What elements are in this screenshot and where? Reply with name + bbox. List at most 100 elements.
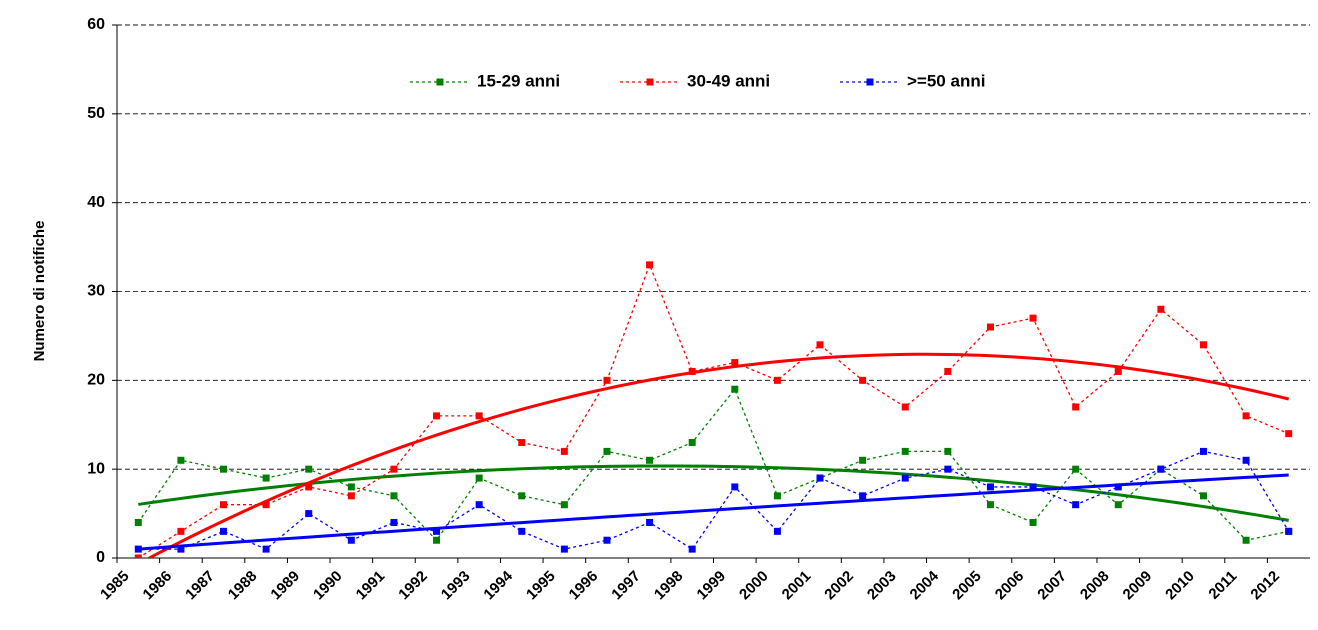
point <box>1199 447 1207 455</box>
point <box>390 492 398 500</box>
point <box>773 492 781 500</box>
point <box>262 501 270 509</box>
point <box>560 545 568 553</box>
trend-line <box>138 464 1289 522</box>
plot <box>134 261 1293 558</box>
point <box>1242 412 1250 420</box>
x-tick-label: 1996 <box>566 568 602 604</box>
point <box>944 367 952 375</box>
point <box>773 527 781 535</box>
x-tick-label: 1998 <box>651 568 687 604</box>
point <box>134 545 142 553</box>
point <box>603 447 611 455</box>
x-tick-label: 2006 <box>992 568 1028 604</box>
point <box>816 341 824 349</box>
x-tick-label: 1999 <box>694 568 730 604</box>
legend-label: 30-49 anni <box>687 71 770 90</box>
y-tick-label: 0 <box>96 549 105 566</box>
point <box>688 367 696 375</box>
y-tick-label: 20 <box>87 372 105 389</box>
point <box>177 456 185 464</box>
point <box>177 545 185 553</box>
point <box>433 527 441 535</box>
point <box>646 456 654 464</box>
x-tick-label: 2009 <box>1120 568 1156 604</box>
point <box>603 536 611 544</box>
y-tick-label: 60 <box>87 16 105 33</box>
point <box>560 447 568 455</box>
legend-label: >=50 anni <box>907 71 985 90</box>
point <box>731 483 739 491</box>
point <box>688 545 696 553</box>
x-tick-label: 2008 <box>1077 568 1113 604</box>
series-line <box>138 450 1290 550</box>
point <box>986 323 994 331</box>
legend-marker <box>646 78 654 86</box>
point <box>1157 305 1165 313</box>
legend-marker <box>866 78 874 86</box>
legend-label: 15-29 anni <box>477 71 560 90</box>
point <box>731 385 739 393</box>
point <box>134 554 142 558</box>
x-tick-label: 2011 <box>1205 568 1240 603</box>
point <box>1199 341 1207 349</box>
y-tick-label: 40 <box>87 194 105 211</box>
point <box>1072 501 1080 509</box>
x-tick-label: 2002 <box>821 568 857 604</box>
point <box>1114 483 1122 491</box>
x-tick-label: 2003 <box>864 568 900 604</box>
x-tick-label: 2007 <box>1034 568 1070 604</box>
point <box>347 536 355 544</box>
x-tick-label: 1990 <box>310 568 346 604</box>
point <box>134 518 142 526</box>
point <box>475 501 483 509</box>
point <box>1029 314 1037 322</box>
point <box>986 501 994 509</box>
point <box>731 359 739 367</box>
point <box>347 483 355 491</box>
point <box>901 474 909 482</box>
x-tick-label: 2000 <box>736 568 772 604</box>
point <box>1242 456 1250 464</box>
x-tick-label: 1994 <box>480 567 516 603</box>
point <box>518 439 526 447</box>
point <box>1285 527 1293 535</box>
x-tick-label: 1995 <box>523 568 559 604</box>
point <box>433 412 441 420</box>
point <box>986 483 994 491</box>
x-tick-label: 2001 <box>779 568 815 604</box>
point <box>1285 430 1293 438</box>
point <box>390 465 398 473</box>
point <box>901 403 909 411</box>
point <box>1114 501 1122 509</box>
point <box>1157 465 1165 473</box>
x-tick-label: 1991 <box>353 568 389 604</box>
point <box>177 527 185 535</box>
series-line <box>137 387 1289 542</box>
x-tick-label: 2012 <box>1247 568 1283 604</box>
point <box>1072 465 1080 473</box>
point <box>475 474 483 482</box>
point <box>773 376 781 384</box>
x-tick-label: 1989 <box>267 568 303 604</box>
point <box>475 412 483 420</box>
point <box>518 527 526 535</box>
point <box>816 474 824 482</box>
point <box>1072 403 1080 411</box>
point <box>262 545 270 553</box>
y-axis-label: Numero di notifiche <box>31 221 48 362</box>
point <box>560 501 568 509</box>
y-tick-label: 10 <box>87 460 105 477</box>
x-tick-label: 1985 <box>97 568 133 604</box>
y-tick-label: 50 <box>87 105 105 122</box>
point <box>859 492 867 500</box>
point <box>859 456 867 464</box>
point <box>944 465 952 473</box>
point <box>1029 518 1037 526</box>
point <box>944 447 952 455</box>
x-tick-label: 1992 <box>395 568 431 604</box>
point <box>220 501 228 509</box>
point <box>220 527 228 535</box>
point <box>262 474 270 482</box>
